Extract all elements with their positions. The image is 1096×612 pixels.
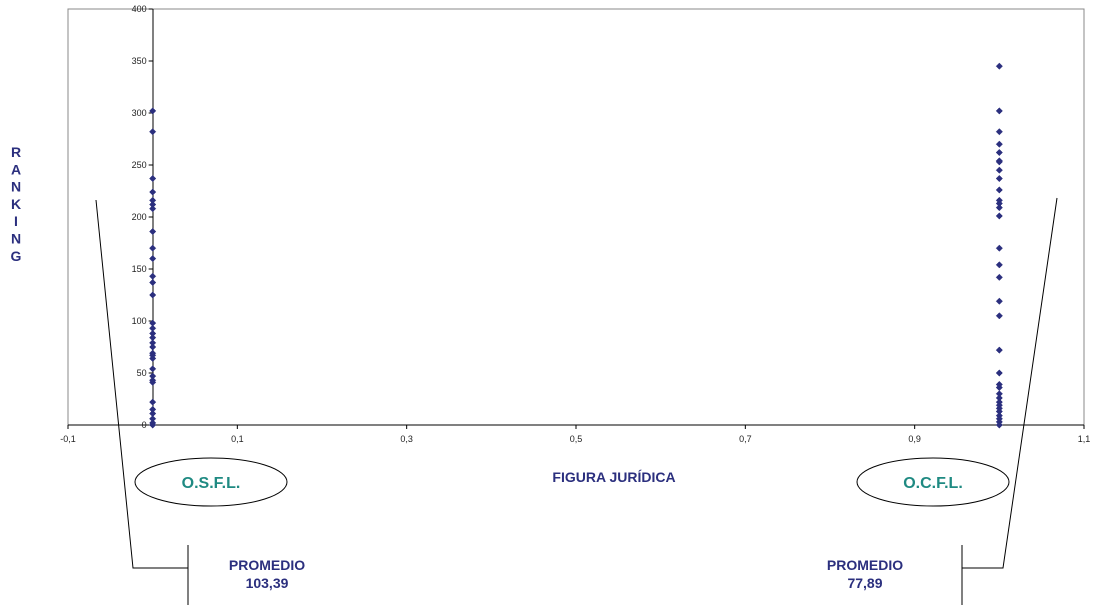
y-axis-title-letter: G (11, 248, 22, 264)
y-tick-label: 250 (132, 160, 147, 170)
ocfl-point (995, 186, 1003, 194)
osfl-point (149, 205, 157, 213)
osfl-point (149, 421, 157, 429)
ocfl-point (995, 62, 1003, 70)
right-average-label: PROMEDIO (827, 557, 903, 573)
x-tick-label: -0,1 (60, 434, 76, 444)
osfl-ellipse (134, 457, 288, 507)
osfl-point (149, 278, 157, 287)
x-tick-label: 0,1 (231, 434, 244, 444)
series-osfl-points (149, 107, 157, 429)
y-axis-title-letter: R (11, 144, 21, 160)
osfl-point (149, 188, 157, 196)
y-tick-label: 50 (137, 368, 147, 378)
ocfl-point (995, 158, 1003, 166)
x-tick-label: 0,5 (570, 434, 583, 444)
y-tick-label: 300 (132, 108, 147, 118)
right-callout-line (962, 197, 1058, 569)
y-axis-title-letter: I (14, 213, 18, 229)
ocfl-point (995, 244, 1003, 252)
ocfl-label: O.C.F.L. (903, 475, 963, 492)
y-tick-label: 100 (132, 316, 147, 326)
x-tick-label: 0,3 (400, 434, 413, 444)
ocfl-point (995, 297, 1003, 305)
left-callout-line (95, 199, 188, 569)
plot-area (67, 8, 1085, 426)
osfl-point (149, 228, 157, 236)
osfl-point (149, 128, 157, 136)
ocfl-point (995, 148, 1003, 157)
osfl-point (149, 398, 157, 406)
ocfl-point (995, 312, 1003, 320)
y-tick-label: 150 (132, 264, 147, 274)
ocfl-point (995, 421, 1003, 429)
ocfl-point (995, 128, 1003, 136)
ocfl-point (995, 346, 1003, 354)
x-tick-label: 0,7 (739, 434, 752, 444)
osfl-point (149, 174, 157, 183)
osfl-point (149, 365, 157, 373)
y-tick-label: 350 (132, 56, 147, 66)
ocfl-point (995, 166, 1003, 174)
x-axis-title: FIGURA JURÍDICA (552, 469, 675, 485)
series-ocfl-points (995, 62, 1003, 429)
x-axis-ticks: -0,1 0,1 0,3 0,5 0,7 0,9 1,1 (60, 425, 1090, 444)
y-tick-label: 0 (142, 420, 147, 430)
osfl-point (149, 378, 157, 386)
ocfl-point (995, 107, 1003, 115)
ocfl-point (995, 261, 1003, 269)
right-average-value: 77,89 (847, 575, 882, 591)
y-axis-ticks: 0 50 100 150 200 250 300 350 400 (132, 4, 153, 430)
ocfl-point (995, 273, 1003, 281)
ocfl-point (995, 204, 1003, 212)
osfl-point (149, 107, 157, 115)
y-tick-label: 200 (132, 212, 147, 222)
ocfl-point (995, 212, 1003, 220)
osfl-label: O.S.F.L. (182, 475, 241, 492)
osfl-point (149, 244, 157, 252)
osfl-point (149, 354, 157, 362)
y-tick-label: 400 (132, 4, 147, 14)
osfl-point (149, 291, 157, 299)
ocfl-point (995, 369, 1003, 377)
ocfl-point (995, 140, 1003, 148)
osfl-point (149, 255, 157, 263)
ocfl-point (995, 174, 1003, 183)
y-axis-title-letter: N (11, 179, 21, 195)
left-average-value: 103,39 (246, 575, 289, 591)
ocfl-ellipse (856, 457, 1010, 507)
left-average-label: PROMEDIO (229, 557, 305, 573)
x-tick-label: 0,9 (908, 434, 921, 444)
y-axis-title-letter: K (11, 196, 21, 212)
x-tick-label: 1,1 (1078, 434, 1091, 444)
y-axis-title-letter: A (11, 161, 21, 177)
y-axis-title-letter: N (11, 231, 21, 247)
